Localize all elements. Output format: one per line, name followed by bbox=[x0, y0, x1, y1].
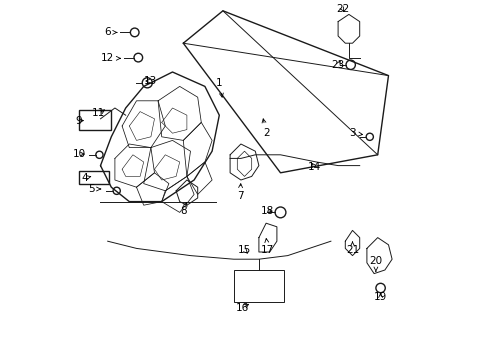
Text: 14: 14 bbox=[307, 162, 321, 172]
Text: 21: 21 bbox=[345, 242, 358, 255]
Text: 16: 16 bbox=[236, 303, 249, 313]
Text: 20: 20 bbox=[368, 256, 382, 271]
Text: 7: 7 bbox=[236, 184, 243, 201]
Text: 19: 19 bbox=[373, 292, 386, 302]
Text: 18: 18 bbox=[261, 206, 274, 216]
Text: 22: 22 bbox=[335, 4, 348, 14]
Text: 6: 6 bbox=[104, 27, 117, 37]
Text: 2: 2 bbox=[262, 119, 269, 138]
Text: 8: 8 bbox=[180, 202, 186, 216]
Bar bbox=[233, 270, 284, 302]
Text: 17: 17 bbox=[261, 239, 274, 255]
Text: 4: 4 bbox=[81, 173, 91, 183]
Text: 15: 15 bbox=[237, 245, 251, 255]
Text: 13: 13 bbox=[144, 76, 157, 86]
Bar bbox=[79, 110, 111, 130]
Text: 9: 9 bbox=[76, 116, 83, 126]
Text: 11: 11 bbox=[92, 108, 105, 118]
Text: 23: 23 bbox=[331, 60, 344, 70]
Text: 3: 3 bbox=[348, 128, 362, 138]
Text: 12: 12 bbox=[101, 53, 120, 63]
Text: 1: 1 bbox=[216, 78, 223, 97]
Text: 5: 5 bbox=[88, 184, 101, 194]
Bar bbox=[79, 171, 109, 184]
Text: 10: 10 bbox=[72, 149, 85, 159]
